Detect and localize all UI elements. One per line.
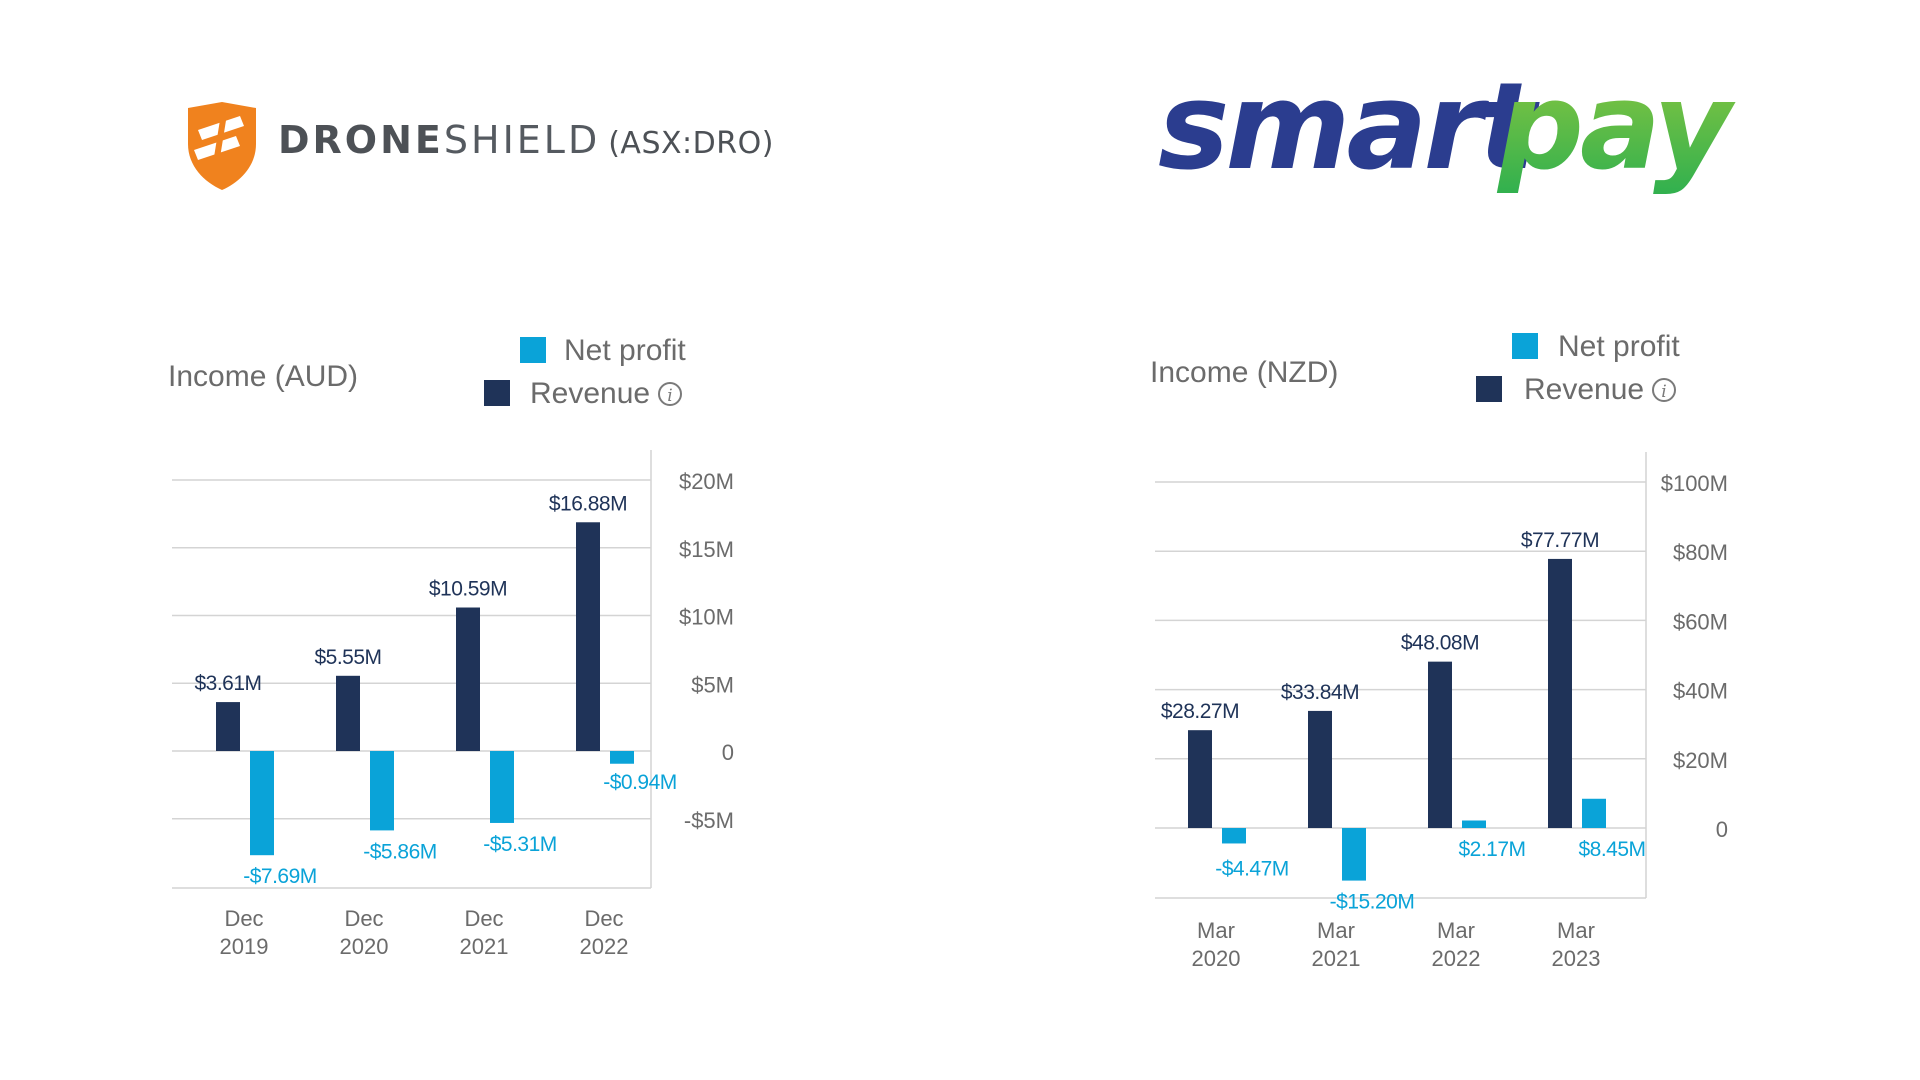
bar-revenue [336, 675, 360, 751]
info-icon [1652, 378, 1676, 402]
x-tick-label-line1: Dec [464, 906, 503, 931]
bar-revenue [456, 607, 480, 751]
x-tick-label-line2: 2023 [1552, 946, 1601, 971]
bar-net-profit [250, 751, 274, 856]
smartpay-panel: smart pay Income (NZD) Net profit Revenue i… [960, 0, 1920, 1080]
shield-icon [188, 102, 256, 190]
y-tick-label: 0 [1716, 817, 1728, 842]
x-tick-label-line2: 2021 [460, 934, 509, 959]
droneshield-logo-text: DRONESHIELD (ASX:DRO) [278, 118, 774, 162]
info-icon-glyph: i [1661, 382, 1666, 402]
bar-revenue [1188, 730, 1212, 828]
droneshield-panel: DRONESHIELD (ASX:DRO) Income (AUD) Net pro… [168, 102, 774, 959]
x-tick-label-line2: 2020 [340, 934, 389, 959]
bar-revenue [216, 702, 240, 751]
bar-revenue [1308, 710, 1332, 828]
bar-net-profit [1222, 828, 1246, 844]
y-tick-label: $60M [1673, 609, 1728, 634]
legend-swatch-revenue [1476, 376, 1502, 402]
data-label-revenue: $5.55M [314, 646, 381, 669]
x-tick-label-line2: 2021 [1312, 946, 1361, 971]
x-tick-label-line1: Dec [224, 906, 263, 931]
income-aud-chart: Income (AUD) Net profit Revenue i $20M $15M $1… [168, 334, 734, 959]
y-tick-label: $20M [679, 469, 734, 494]
bar-revenue [1428, 661, 1452, 828]
data-label-net-profit: -$7.69M [243, 865, 317, 888]
info-icon [658, 382, 682, 406]
x-tick-label-line1: Dec [344, 906, 383, 931]
y-tick-label: $100M [1661, 471, 1728, 496]
bar-net-profit [370, 751, 394, 831]
legend-label-net-profit: Net profit [564, 334, 686, 367]
income-nzd-chart: Income (NZD) Net profit Revenue i $100M $80M $… [1150, 330, 1728, 971]
legend-label-net-profit: Net profit [1558, 330, 1680, 363]
data-label-net-profit: $2.17M [1458, 838, 1525, 861]
data-label-net-profit: $8.45M [1578, 838, 1645, 861]
chart-title: Income (NZD) [1150, 356, 1338, 389]
y-tick-label: $5M [691, 672, 734, 697]
legend-swatch-net-profit [1512, 333, 1538, 359]
bar-net-profit [490, 751, 514, 823]
legend-swatch-revenue [484, 380, 510, 406]
data-label-revenue: $10.59M [429, 578, 507, 601]
smartpay-logo: smart pay [1158, 58, 1740, 197]
x-tick-label-line1: Dec [584, 906, 623, 931]
y-tick-label: -$5M [684, 808, 734, 833]
data-label-revenue: $3.61M [194, 672, 261, 695]
x-tick-label-line1: Mar [1437, 918, 1475, 943]
data-label-revenue: $33.84M [1281, 681, 1359, 704]
bar-net-profit [1342, 828, 1366, 881]
x-tick-label-line2: 2022 [1432, 946, 1481, 971]
y-tick-label: $15M [679, 537, 734, 562]
data-label-revenue: $16.88M [549, 492, 627, 515]
y-tick-label: 0 [722, 740, 734, 765]
bar-net-profit [1582, 798, 1606, 828]
bar-revenue [576, 522, 600, 751]
bar-net-profit [610, 751, 634, 764]
data-label-revenue: $28.27M [1161, 700, 1239, 723]
data-label-net-profit: -$0.94M [603, 771, 677, 794]
y-tick-label: $40M [1673, 679, 1728, 704]
x-tick-label-line2: 2019 [220, 934, 269, 959]
ticker: (ASX:DRO) [608, 126, 774, 161]
info-icon-glyph: i [667, 386, 672, 406]
data-label-revenue: $77.77M [1521, 529, 1599, 552]
legend-label-revenue: Revenue [530, 377, 650, 410]
y-tick-label: $20M [1673, 748, 1728, 773]
data-label-net-profit: -$5.31M [483, 833, 557, 856]
y-tick-label: $80M [1673, 540, 1728, 565]
data-label-net-profit: -$15.20M [1330, 891, 1415, 914]
x-tick-label-line1: Mar [1197, 918, 1235, 943]
x-tick-label-line2: 2022 [580, 934, 629, 959]
chart-title: Income (AUD) [168, 360, 358, 393]
brand-bold: DRONE [278, 118, 444, 162]
legend-label-revenue: Revenue [1524, 373, 1644, 406]
data-label-net-profit: -$4.47M [1215, 857, 1289, 880]
x-tick-label-line1: Mar [1317, 918, 1355, 943]
brand-rest: SHIELD [443, 118, 601, 162]
smartpay-logo-part2: pay [1496, 58, 1736, 197]
bar-net-profit [1462, 820, 1486, 828]
x-tick-label-line2: 2020 [1192, 946, 1241, 971]
y-tick-label: $10M [679, 605, 734, 630]
data-label-net-profit: -$5.86M [363, 840, 437, 863]
data-label-revenue: $48.08M [1401, 632, 1479, 655]
smartpay-logo-part1: smart [1158, 58, 1541, 197]
legend-swatch-net-profit [520, 337, 546, 363]
bar-revenue [1548, 558, 1572, 828]
x-tick-label-line1: Mar [1557, 918, 1595, 943]
